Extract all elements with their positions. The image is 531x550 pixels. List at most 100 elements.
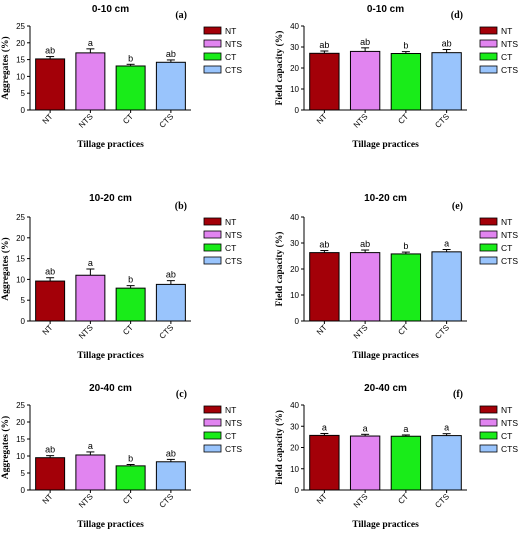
bar-nt	[35, 280, 66, 322]
bar-nts	[75, 454, 106, 491]
y-axis-label: Field capacity (%)	[274, 31, 285, 106]
significance-label: b	[403, 41, 408, 51]
y-tick-label: 5	[21, 89, 26, 98]
significance-label: b	[128, 53, 133, 63]
bar-ct	[115, 465, 146, 491]
legend-swatch-nt	[479, 405, 498, 414]
legend-entry-nt: NT	[225, 26, 236, 36]
y-tick-label: 20	[16, 234, 25, 243]
legend-entry-nt: NT	[501, 26, 512, 36]
legend-swatch-nts	[203, 418, 222, 427]
bar-cts	[155, 283, 186, 322]
legend-entry-cts: CTS	[501, 444, 518, 454]
chart-title: 10-20 cm	[364, 193, 407, 204]
y-tick-label: 20	[290, 64, 299, 73]
significance-label: b	[128, 275, 133, 285]
legend-entry-nt: NT	[501, 217, 512, 227]
legend-entry-nt: NT	[501, 405, 512, 415]
y-axis-label: Aggregates (%)	[0, 237, 11, 300]
legend-swatch-cts	[479, 65, 498, 74]
panel-label: (d)	[451, 10, 463, 21]
x-tick-label: CTS	[433, 323, 451, 341]
x-tick-label: NTS	[352, 492, 370, 510]
x-tick-label: NT	[41, 492, 55, 506]
y-axis-label: Field capacity (%)	[274, 232, 285, 307]
legend-entry-ct: CT	[501, 431, 512, 441]
legend-entry-nts: NTS	[501, 230, 518, 240]
y-tick-label: 0	[295, 486, 300, 495]
significance-label: ab	[45, 46, 55, 56]
legend-swatch-ct	[203, 431, 222, 440]
y-tick-label: 20	[290, 444, 299, 453]
x-axis-label: Tillage practices	[352, 520, 419, 530]
significance-label: ab	[319, 40, 329, 50]
panel-label: (e)	[452, 201, 463, 212]
legend-entry-cts: CTS	[225, 444, 242, 454]
x-tick-label: NT	[315, 112, 329, 126]
legend-swatch-ct	[203, 52, 222, 61]
significance-label: a	[88, 258, 93, 268]
bar-cts	[431, 435, 462, 491]
y-tick-label: 30	[290, 239, 299, 248]
x-tick-label: CTS	[433, 492, 451, 510]
legend-entry-cts: CTS	[501, 65, 518, 75]
chart-title: 0-10 cm	[92, 4, 129, 15]
legend-swatch-ct	[203, 243, 222, 252]
legend-swatch-cts	[203, 444, 222, 453]
legend-entry-nt: NT	[225, 405, 236, 415]
bar-ct	[115, 65, 146, 111]
significance-label: ab	[360, 239, 370, 249]
significance-label: ab	[166, 49, 176, 59]
significance-label: a	[88, 38, 93, 48]
bar-ct	[115, 287, 146, 322]
legend-swatch-nts	[479, 230, 498, 239]
legend-swatch-nts	[203, 230, 222, 239]
bar-cts	[431, 52, 462, 111]
y-axis-label: Aggregates (%)	[0, 416, 11, 479]
legend-swatch-cts	[203, 256, 222, 265]
bar-ct	[390, 253, 422, 322]
y-tick-label: 10	[290, 85, 299, 94]
x-tick-label: CT	[121, 492, 135, 506]
y-tick-label: 25	[16, 401, 25, 410]
bar-nt	[309, 252, 340, 322]
y-tick-label: 20	[290, 265, 299, 274]
chart-title: 0-10 cm	[367, 4, 404, 15]
panel-label: (c)	[176, 389, 187, 400]
legend-entry-nt: NT	[225, 217, 236, 227]
bar-nts	[75, 274, 106, 322]
y-tick-label: 0	[295, 317, 300, 326]
significance-label: b	[128, 454, 133, 464]
significance-label: a	[88, 441, 93, 451]
legend-entry-ct: CT	[225, 52, 236, 62]
legend-entry-nts: NTS	[225, 39, 242, 49]
x-tick-label: CT	[396, 492, 410, 506]
legend-entry-cts: CTS	[501, 256, 518, 266]
significance-label: ab	[442, 39, 452, 49]
significance-label: ab	[360, 37, 370, 47]
y-tick-label: 15	[16, 435, 25, 444]
legend-swatch-nt	[479, 26, 498, 35]
y-tick-label: 40	[290, 401, 299, 410]
y-tick-label: 5	[21, 296, 26, 305]
y-tick-label: 15	[16, 56, 25, 65]
y-axis-label: Field capacity (%)	[274, 410, 285, 485]
x-tick-label: CTS	[433, 112, 451, 130]
legend-swatch-nt	[203, 26, 222, 35]
bar-nts	[349, 435, 381, 491]
y-axis-label: Aggregates (%)	[0, 36, 11, 99]
y-tick-label: 40	[290, 22, 299, 31]
bar-nt	[309, 52, 340, 111]
y-tick-label: 30	[290, 422, 299, 431]
x-tick-label: CTS	[158, 323, 176, 341]
significance-label: a	[322, 422, 327, 432]
x-axis-label: Tillage practices	[352, 351, 419, 361]
x-tick-label: NTS	[77, 112, 95, 130]
y-tick-label: 25	[16, 213, 25, 222]
legend-entry-nts: NTS	[225, 230, 242, 240]
y-tick-label: 25	[16, 22, 25, 31]
significance-label: ab	[166, 448, 176, 458]
y-tick-label: 5	[21, 469, 26, 478]
bar-nt	[35, 457, 66, 491]
